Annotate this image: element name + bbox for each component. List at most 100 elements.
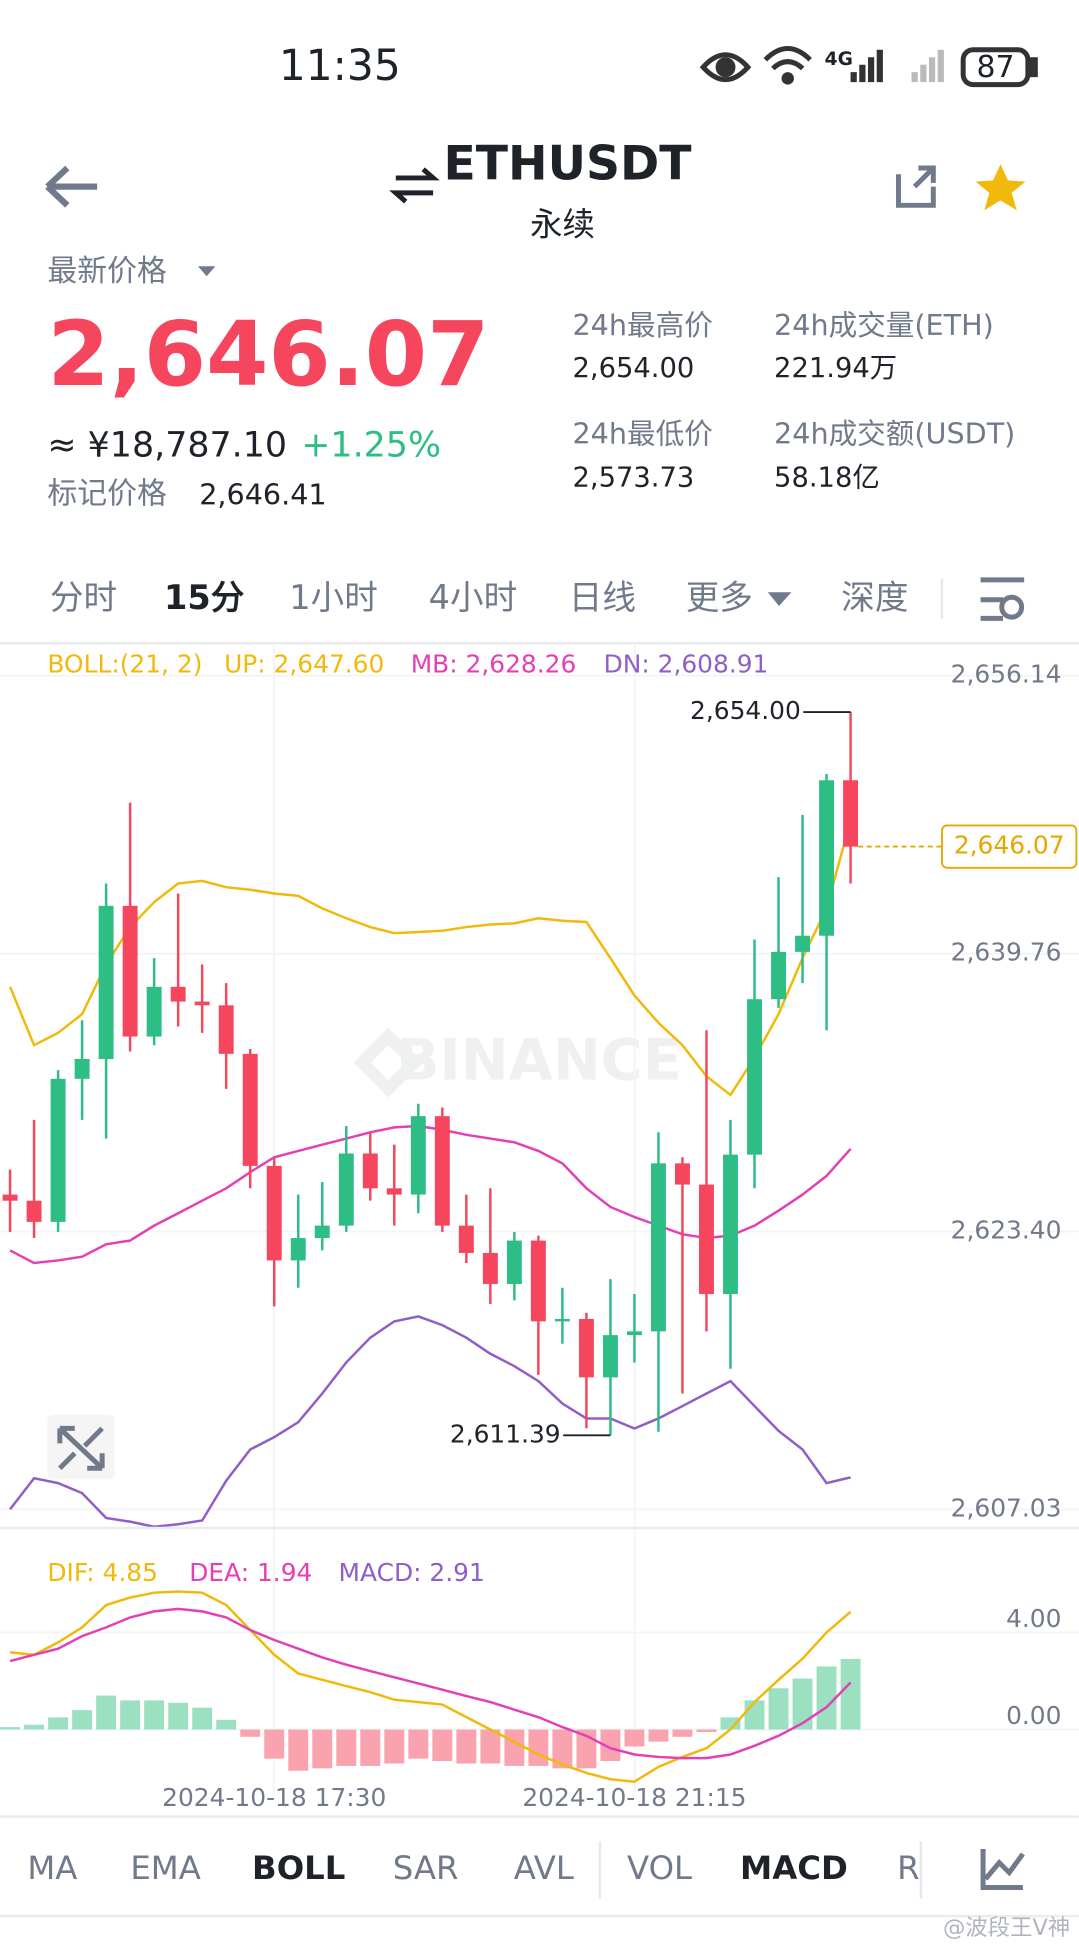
macd-bar bbox=[312, 1729, 333, 1769]
candle-body bbox=[98, 905, 114, 1059]
contract-type: 永续 bbox=[530, 205, 595, 243]
macd-bar bbox=[72, 1710, 93, 1730]
interval-tab[interactable]: 更多 bbox=[686, 578, 753, 617]
indicator-tab[interactable]: EMA bbox=[130, 1849, 200, 1887]
y-tick-label: 4.00 bbox=[1006, 1604, 1061, 1633]
candle-body bbox=[218, 1005, 234, 1054]
chart-settings[interactable] bbox=[980, 577, 1025, 621]
share-button[interactable] bbox=[895, 165, 936, 208]
candle-body bbox=[554, 1318, 570, 1322]
last-price-label: 最新价格 bbox=[47, 254, 167, 289]
macd-bar bbox=[240, 1729, 261, 1737]
stat-label: 24h成交量(ETH) bbox=[774, 308, 994, 342]
favorite-star[interactable] bbox=[975, 164, 1026, 211]
candle-body bbox=[674, 1163, 690, 1185]
macd-bar bbox=[96, 1695, 117, 1730]
candle-body bbox=[506, 1240, 522, 1285]
interval-tab[interactable]: 4小时 bbox=[429, 578, 518, 617]
macd-bar bbox=[216, 1719, 237, 1730]
candle-body bbox=[50, 1078, 66, 1222]
interval-tab[interactable]: 1小时 bbox=[289, 578, 378, 617]
indicator-tab[interactable]: BOLL bbox=[252, 1849, 345, 1887]
candle-body bbox=[338, 1153, 354, 1226]
plot: 2,656.14 2,639.76 2,623.40 2,607.03 BOLL:(21… bbox=[0, 643, 1079, 1812]
indicator-tab[interactable]: SAR bbox=[393, 1849, 459, 1887]
candle-body bbox=[146, 986, 162, 1037]
legend-entry: DIF: 4.85 bbox=[47, 1558, 158, 1587]
y-tick-label: 2,656.14 bbox=[951, 660, 1062, 689]
macd-bar bbox=[816, 1666, 837, 1730]
symbol: ETHUSDT bbox=[444, 137, 692, 192]
legend-entry: UP: 2,647.60 bbox=[224, 650, 384, 679]
candle-body bbox=[170, 986, 186, 1002]
macd-line bbox=[9, 1607, 852, 1760]
footer-watermark: @波段王V神 bbox=[943, 1915, 1070, 1941]
switch-icon[interactable] bbox=[389, 167, 440, 204]
macd-bar bbox=[528, 1729, 549, 1766]
macd-bar bbox=[48, 1717, 69, 1730]
candle-body bbox=[434, 1116, 450, 1226]
macd-bar bbox=[744, 1700, 765, 1730]
indicator-tab[interactable]: R bbox=[897, 1849, 919, 1887]
boll-line bbox=[9, 1315, 851, 1529]
more-arrow[interactable] bbox=[767, 592, 792, 606]
legend-entry: MACD: 2.91 bbox=[339, 1558, 485, 1587]
candle-body bbox=[795, 935, 811, 952]
macd-bar bbox=[120, 1700, 141, 1730]
mark-price-label: 标记价格 bbox=[47, 477, 167, 512]
macd-bar bbox=[840, 1658, 861, 1730]
candle-body bbox=[747, 999, 762, 1155]
indicator-tab[interactable]: AVL bbox=[514, 1849, 574, 1887]
interval-tabs: 分时 15分 1小时 4小时 日线 更多 深度 bbox=[50, 578, 909, 617]
macd-bar bbox=[24, 1724, 45, 1730]
interval-tab[interactable]: 15分 bbox=[164, 578, 245, 617]
x-tick-label: 2024-10-18 21:15 bbox=[522, 1783, 746, 1812]
stat-value: 2,573.73 bbox=[572, 463, 694, 494]
interval-tab[interactable]: 日线 bbox=[569, 578, 636, 617]
macd-bar bbox=[672, 1729, 693, 1737]
candle-body bbox=[242, 1053, 258, 1166]
status-icons bbox=[699, 46, 1038, 88]
mark-price: 2,646.41 bbox=[199, 477, 326, 511]
macd-bar bbox=[288, 1729, 309, 1771]
macd-bar bbox=[432, 1729, 453, 1762]
candle-body bbox=[482, 1252, 498, 1285]
stat-value: 221.94万 bbox=[774, 353, 897, 384]
dropdown-arrow[interactable] bbox=[197, 266, 216, 277]
last-price-tag bbox=[941, 824, 1078, 869]
stat-label: 24h最低价 bbox=[572, 416, 712, 450]
candle-body bbox=[122, 905, 138, 1037]
candle-body bbox=[194, 1001, 210, 1006]
stat-value: 2,654.00 bbox=[572, 353, 694, 384]
indicator-tab[interactable]: VOL bbox=[627, 1849, 692, 1887]
indicator-tab[interactable]: MA bbox=[27, 1849, 77, 1887]
candle-body bbox=[626, 1331, 642, 1336]
legend-entry: DEA: 1.94 bbox=[189, 1558, 312, 1587]
macd-bar bbox=[384, 1729, 405, 1764]
indicator-tab[interactable]: MACD bbox=[740, 1849, 848, 1887]
macd-bar bbox=[504, 1729, 525, 1766]
back-button[interactable] bbox=[45, 165, 98, 208]
candle-body bbox=[410, 1116, 426, 1195]
y-tick-label: 2,639.76 bbox=[951, 938, 1062, 967]
macd-bar bbox=[768, 1688, 789, 1730]
last-price: 2,646.07 bbox=[47, 303, 489, 407]
candle-body bbox=[578, 1318, 594, 1378]
interval-tab[interactable]: 深度 bbox=[841, 578, 908, 617]
y-tick-label: 2,623.40 bbox=[951, 1215, 1062, 1244]
legend-entry: MB: 2,628.26 bbox=[411, 650, 577, 679]
macd-bar bbox=[360, 1729, 381, 1766]
indicator-label: BOLL:(21, 2) bbox=[47, 650, 202, 679]
macd-bar bbox=[336, 1729, 357, 1766]
candle-body bbox=[819, 780, 835, 936]
indicator-settings[interactable] bbox=[980, 1848, 1025, 1891]
candle-body bbox=[362, 1153, 378, 1189]
macd-line bbox=[9, 1590, 852, 1783]
macd-bar bbox=[0, 1727, 21, 1730]
status-time: 11:35 bbox=[279, 41, 401, 90]
interval-tab[interactable]: 分时 bbox=[50, 578, 117, 617]
macd-bar bbox=[648, 1729, 669, 1742]
candle-body bbox=[74, 1058, 90, 1079]
macd-bar bbox=[480, 1729, 501, 1764]
